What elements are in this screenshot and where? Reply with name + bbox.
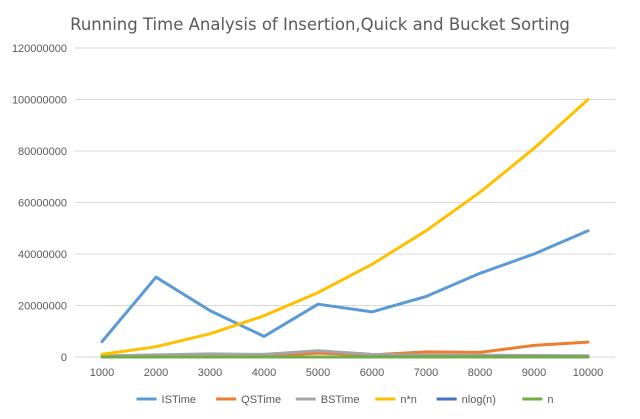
chart-title: Running Time Analysis of Insertion,Quick… [70, 15, 570, 34]
y-tick-label: 60000000 [18, 198, 67, 210]
x-tick-label: 9000 [522, 367, 546, 379]
x-tick-label: 5000 [306, 367, 330, 379]
legend-label-nlog-n-: nlog(n) [462, 394, 496, 406]
y-tick-label: 100000000 [12, 95, 67, 107]
y-axis-tick-labels: 0 20000000 40000000 60000000 80000000 1000000… [12, 43, 67, 364]
gridlines [75, 47, 615, 358]
y-tick-label: 120000000 [12, 43, 67, 55]
legend-label-n: n [547, 394, 553, 406]
legend-label-istime: ISTime [162, 394, 196, 406]
x-tick-label: 3000 [198, 367, 222, 379]
x-tick-label: 2000 [144, 367, 168, 379]
x-tick-label: 8000 [468, 367, 492, 379]
x-tick-label: 6000 [360, 367, 384, 379]
series-lines [100, 98, 590, 359]
legend: ISTime QSTime BSTime n*n nlog(n) n [136, 394, 553, 406]
y-tick-label: 40000000 [18, 249, 67, 261]
x-tick-label: 1000 [90, 367, 114, 379]
legend-label-bstime: BSTime [321, 394, 360, 406]
series-line-bstime [100, 349, 590, 358]
x-axis-tick-labels: 1000 2000 3000 4000 5000 6000 7000 8000 9000 1000… [90, 367, 604, 379]
y-tick-label: 0 [61, 352, 67, 364]
series-line-istime [100, 229, 590, 344]
y-tick-label: 80000000 [18, 146, 67, 158]
x-tick-label: 7000 [414, 367, 438, 379]
x-tick-label: 10000 [573, 367, 604, 379]
legend-label-n-n: n*n [400, 394, 417, 406]
x-tick-label: 4000 [252, 367, 276, 379]
series-line-n-n [100, 98, 590, 356]
legend-label-qstime: QSTime [241, 394, 281, 406]
y-tick-label: 20000000 [18, 301, 67, 313]
